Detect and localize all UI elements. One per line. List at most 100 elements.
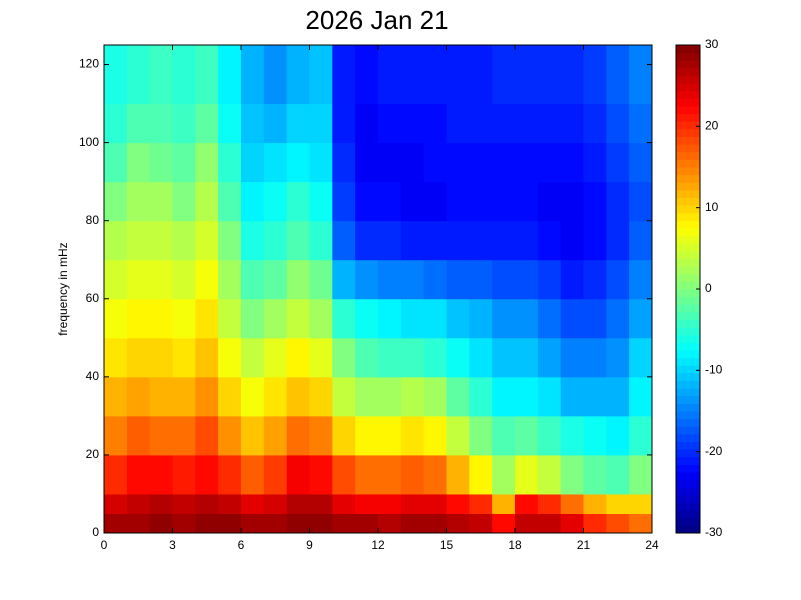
heatmap-cell xyxy=(309,259,333,300)
heatmap-cell xyxy=(286,259,310,300)
heatmap-cell xyxy=(606,220,630,261)
heatmap-cell xyxy=(515,454,539,495)
heatmap-cell xyxy=(423,45,447,105)
heatmap-cell xyxy=(423,513,447,534)
colorbar-swatch xyxy=(676,502,700,511)
colorbar-swatch xyxy=(676,167,700,176)
heatmap-cell xyxy=(583,103,607,144)
heatmap-cell xyxy=(629,142,653,183)
heatmap-cell xyxy=(537,337,562,378)
heatmap-cell xyxy=(560,45,584,105)
colorbar-swatch xyxy=(676,395,700,404)
heatmap-cell xyxy=(629,376,653,417)
heatmap-cell xyxy=(515,493,539,514)
heatmap-cell xyxy=(423,142,447,183)
heatmap-cell xyxy=(560,454,584,495)
heatmap-cell xyxy=(492,337,516,378)
colorbar-swatch xyxy=(676,151,700,160)
heatmap-cell xyxy=(286,220,310,261)
heatmap-cell xyxy=(286,337,310,378)
heatmap-cell xyxy=(492,220,516,261)
heatmap-cell xyxy=(537,181,562,222)
heatmap-cell xyxy=(195,220,219,261)
heatmap-cell xyxy=(537,45,562,105)
heatmap-cell xyxy=(423,337,447,378)
colorbar-swatch xyxy=(676,327,700,336)
heatmap-cell xyxy=(195,493,219,514)
heatmap-cell xyxy=(149,45,173,105)
heatmap-cell xyxy=(515,45,539,105)
heatmap-cell xyxy=(172,376,196,417)
heatmap-cell xyxy=(378,376,402,417)
heatmap-cell xyxy=(241,337,265,378)
heatmap-cell xyxy=(126,454,151,495)
heatmap-cell xyxy=(309,376,333,417)
colorbar-swatch xyxy=(676,228,700,237)
x-tick-label: 21 xyxy=(577,538,591,552)
heatmap-cell xyxy=(126,181,151,222)
heatmap-cell xyxy=(241,376,265,417)
heatmap-cell xyxy=(355,513,379,534)
heatmap-cell xyxy=(355,220,379,261)
heatmap-cell xyxy=(378,513,402,534)
heatmap-cell xyxy=(263,337,288,378)
heatmap-cell xyxy=(172,181,196,222)
heatmap-cell xyxy=(400,513,425,534)
heatmap-cell xyxy=(126,513,151,534)
heatmap-cell xyxy=(560,415,584,456)
heatmap-cell xyxy=(286,45,310,105)
colorbar-tick-label: 10 xyxy=(705,200,719,214)
x-tick-label: 0 xyxy=(101,538,108,552)
y-tick-label: 60 xyxy=(86,291,100,305)
heatmap-cell xyxy=(492,415,516,456)
heatmap-cell xyxy=(241,415,265,456)
heatmap-cell xyxy=(104,142,128,183)
heatmap-cell xyxy=(241,45,265,105)
heatmap-cell xyxy=(560,103,584,144)
heatmap-cell xyxy=(149,337,173,378)
colorbar-swatch xyxy=(676,281,700,290)
heatmap-cell xyxy=(126,220,151,261)
heatmap-cell xyxy=(309,493,333,514)
heatmap-cell xyxy=(629,415,653,456)
heatmap-cell xyxy=(332,45,356,105)
heatmap-cell xyxy=(286,103,310,144)
heatmap-cell xyxy=(469,220,493,261)
colorbar-swatch xyxy=(676,106,700,115)
heatmap-cell xyxy=(309,181,333,222)
heatmap-cell xyxy=(469,493,493,514)
heatmap-cell xyxy=(560,493,584,514)
heatmap-cell xyxy=(400,142,425,183)
heatmap-cell xyxy=(104,337,128,378)
heatmap-cell xyxy=(492,103,516,144)
heatmap-cell xyxy=(126,259,151,300)
heatmap-cell xyxy=(606,142,630,183)
heatmap-cell xyxy=(515,103,539,144)
heatmap-cell xyxy=(446,181,470,222)
heatmap-cell xyxy=(172,337,196,378)
colorbar-swatch xyxy=(676,90,700,99)
heatmap-cell xyxy=(218,220,242,261)
colorbar-swatch xyxy=(676,289,700,298)
heatmap-cell xyxy=(104,259,128,300)
heatmap-cell xyxy=(149,415,173,456)
colorbar-swatch xyxy=(676,273,700,282)
heatmap-cell xyxy=(469,513,493,534)
colorbar-swatch xyxy=(676,159,700,168)
heatmap-cell xyxy=(218,45,242,105)
heatmap-cell xyxy=(606,298,630,339)
heatmap-cell xyxy=(423,454,447,495)
heatmap-cell xyxy=(149,298,173,339)
colorbar-swatch xyxy=(676,205,700,214)
heatmap-cell xyxy=(149,376,173,417)
heatmap-cell xyxy=(537,415,562,456)
heatmap-cell xyxy=(263,45,288,105)
heatmap-cell xyxy=(560,181,584,222)
x-tick-label: 3 xyxy=(169,538,176,552)
colorbar-swatch xyxy=(676,350,700,359)
heatmap-cell xyxy=(492,181,516,222)
heatmap-cell xyxy=(537,376,562,417)
heatmap-cell xyxy=(149,181,173,222)
heatmap-cell xyxy=(629,220,653,261)
colorbar-swatch xyxy=(676,60,700,69)
